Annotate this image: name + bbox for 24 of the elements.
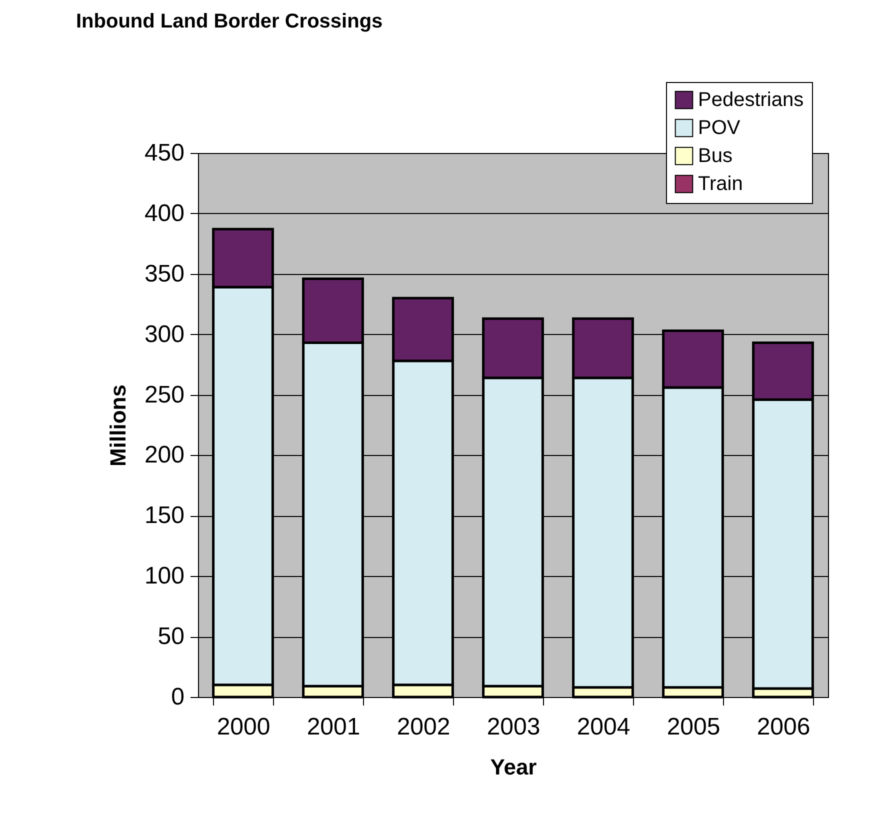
x-tick-label: 2001 [306, 714, 360, 740]
y-tick-label: 0 [171, 684, 184, 710]
y-tick-label: 400 [144, 200, 184, 227]
x-tick-label: 2002 [396, 714, 450, 740]
y-tick-label: 250 [144, 381, 184, 408]
legend-label: POV [698, 117, 741, 139]
legend-label: Bus [698, 145, 732, 167]
legend-label: Train [698, 173, 743, 195]
y-tick-label: 450 [144, 140, 184, 166]
x-tick-label: 2003 [486, 714, 540, 740]
y-tick-label: 300 [144, 320, 184, 348]
legend-label: Pedestrians [698, 89, 804, 111]
y-tick-label: 150 [144, 502, 184, 530]
x-tick-label: 2006 [756, 714, 810, 740]
x-tick-label: 2005 [666, 714, 720, 740]
y-axis-title: Millions [105, 384, 130, 466]
x-tick-label: 2000 [216, 714, 270, 740]
y-tick-label: 200 [144, 442, 184, 469]
y-tick-label: 100 [144, 562, 184, 590]
chart-title: Inbound Land Border Crossings [76, 10, 383, 32]
y-tick-label: 350 [144, 260, 184, 288]
x-tick-label: 2004 [576, 714, 630, 740]
x-axis-title: Year [490, 754, 538, 780]
y-tick-label: 50 [158, 623, 184, 650]
